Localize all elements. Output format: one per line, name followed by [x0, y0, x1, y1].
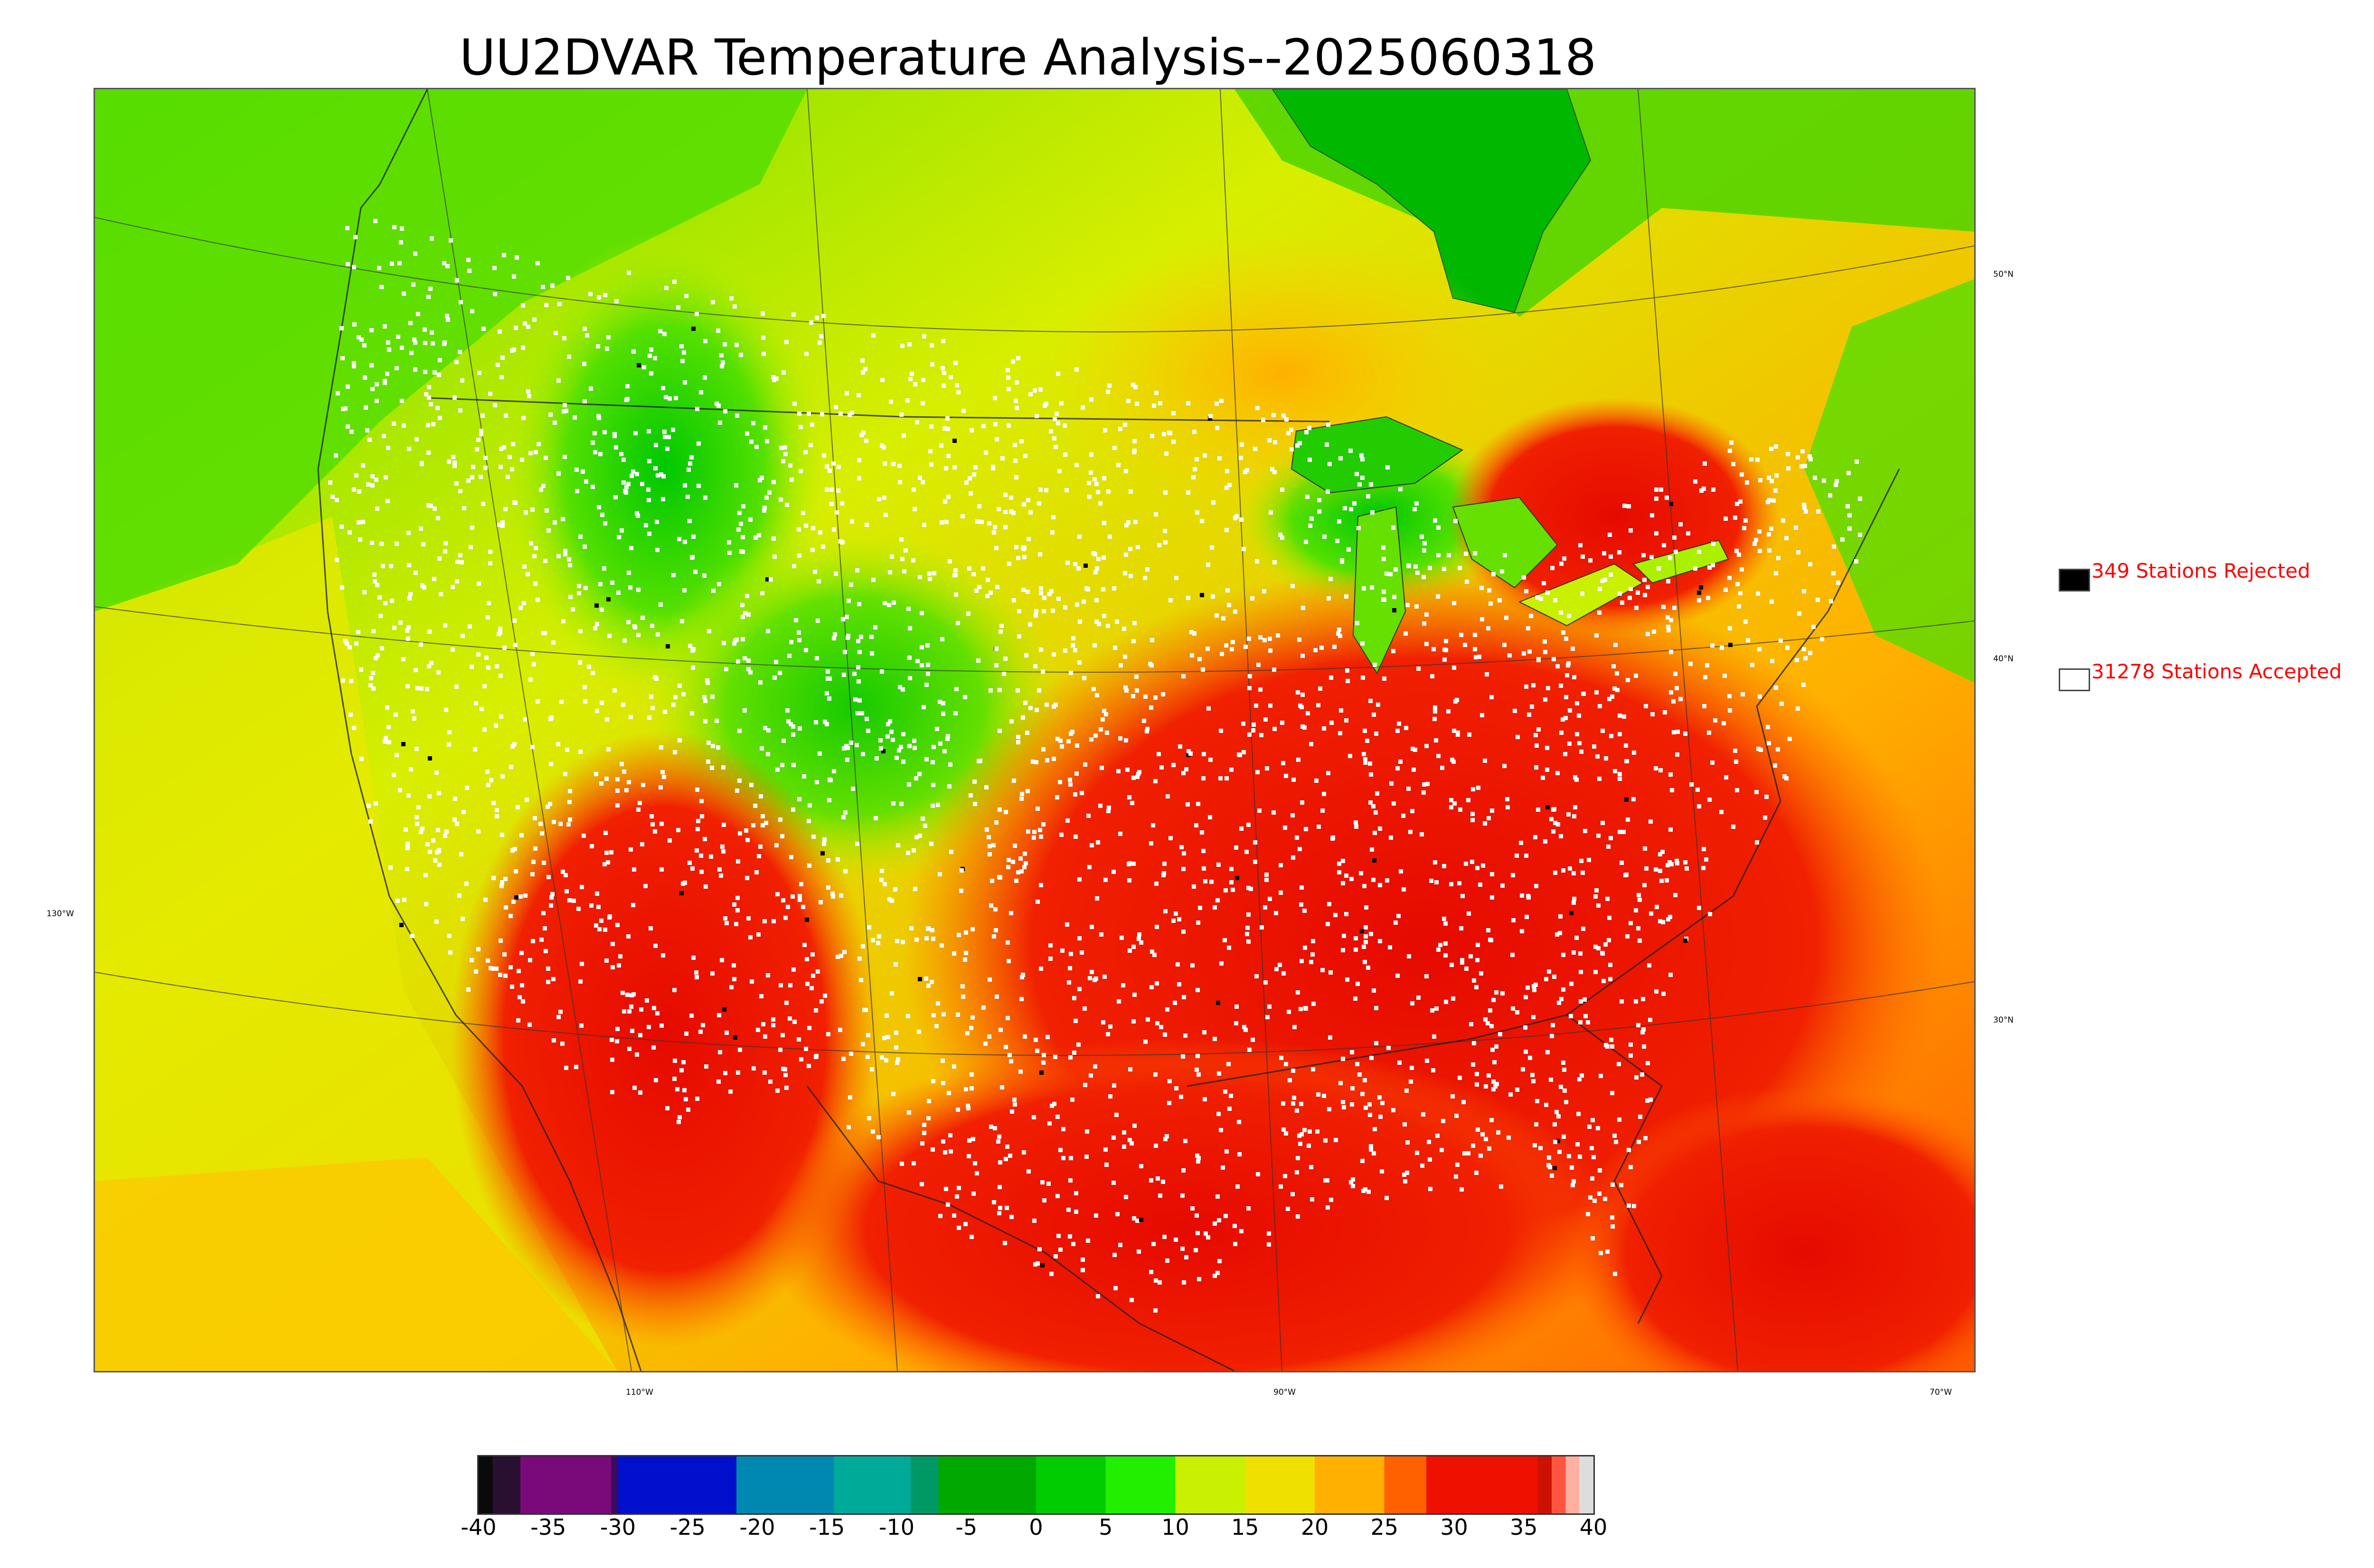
colorbar-tick-label: 0	[1029, 1514, 1043, 1540]
colorbar-tick-label: 25	[1370, 1514, 1399, 1540]
lon-label-70: 70°W	[1930, 1388, 1952, 1397]
colorbar-tick-label: -25	[669, 1514, 706, 1540]
station-markers	[328, 219, 1862, 1313]
colorbar	[477, 1455, 1595, 1515]
rejected-swatch	[2059, 569, 2090, 592]
colorbar-tick-label: -10	[878, 1514, 915, 1540]
lon-label-90: 90°W	[1273, 1388, 1296, 1397]
temperature-map	[94, 88, 1976, 1372]
colorbar-tick-label: -20	[739, 1514, 775, 1540]
colorbar-tick-label: 20	[1300, 1514, 1329, 1540]
lat-label-50: 50°N	[1993, 270, 2014, 279]
colorbar-tick-label: 15	[1231, 1514, 1259, 1540]
colorbar-tick-label: 35	[1509, 1514, 1538, 1540]
lat-label-30: 30°N	[1993, 1015, 2014, 1025]
colorbar-tick-label: -5	[955, 1514, 978, 1540]
rejected-label: 349 Stations Rejected	[2091, 559, 2310, 582]
accepted-swatch	[2059, 668, 2090, 691]
map-title: UU2DVAR Temperature Analysis--2025060318	[459, 28, 1597, 86]
lat-label-40: 40°N	[1993, 654, 2014, 664]
colorbar-tick-label: 10	[1161, 1514, 1189, 1540]
colorbar-tick-label: 5	[1099, 1514, 1113, 1540]
colorbar-tick-label: -35	[530, 1514, 566, 1540]
colorbar-tick-label: -40	[461, 1514, 497, 1540]
colorbar-tick-label: 30	[1440, 1514, 1468, 1540]
colorbar-tick-label: -15	[809, 1514, 845, 1540]
colorbar-tick-label: 40	[1579, 1514, 1608, 1540]
lon-label-110: 110°W	[626, 1388, 653, 1397]
accepted-label: 31278 Stations Accepted	[2091, 660, 2342, 683]
lon-label-130: 130°W	[47, 909, 74, 919]
colorbar-tick-label: -30	[600, 1514, 636, 1540]
